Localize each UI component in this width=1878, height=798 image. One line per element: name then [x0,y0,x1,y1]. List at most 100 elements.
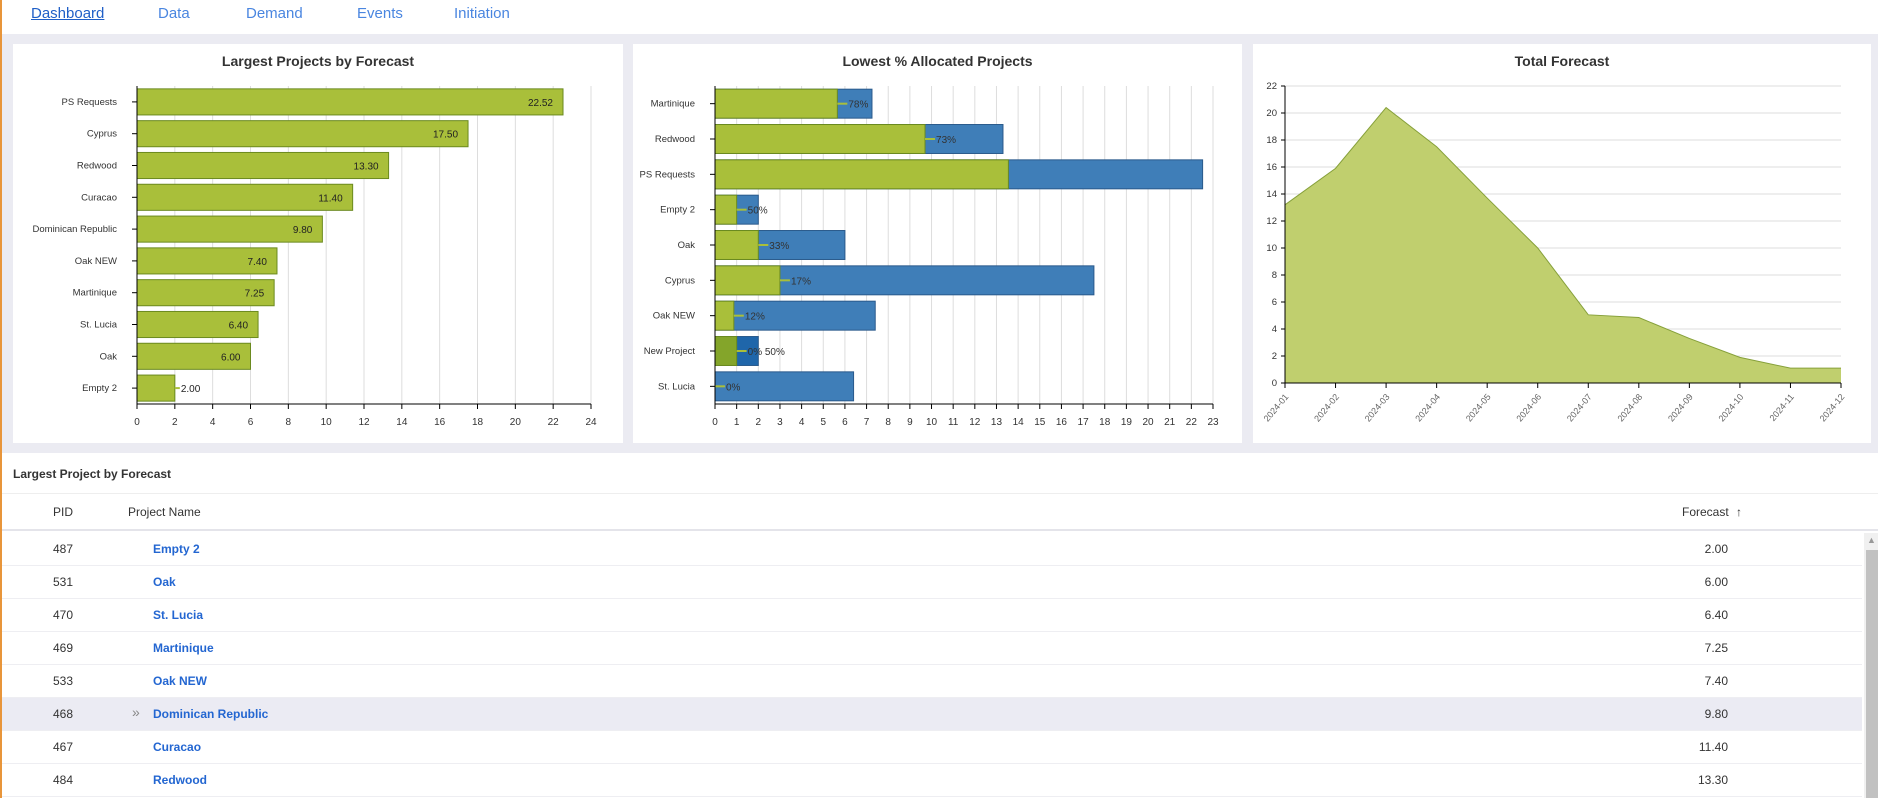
x-tick-label: 14 [1013,417,1025,428]
bar [136,183,354,211]
bar [136,88,564,116]
x-tick-label: 20 [1142,417,1154,428]
project-name-link[interactable]: Oak NEW [153,674,208,688]
x-tick-label: 10 [926,417,938,428]
tab-data[interactable]: Data [158,5,190,22]
project-name-link[interactable]: Empty 2 [153,542,200,556]
bar [136,151,390,180]
allocated-bar [714,265,781,296]
x-tick-label: 2024-04 [1413,392,1442,424]
x-tick-label: 12 [358,417,370,428]
x-tick-label: 22 [548,417,560,428]
y-tick-label: 0 [1272,378,1277,389]
x-tick-label: 20 [510,417,522,428]
project-name-link[interactable]: St. Lucia [153,608,204,622]
lowest-allocated-chart-panel: 0 1 2 3 4 5 6 7 8 9 10 11 12 13 14 15 16 17 18 19 20 21 22 23 Ma… [633,44,1242,443]
chart-title: Largest Projects by Forecast [221,53,415,69]
x-tick-label: 5 [820,417,826,428]
column-header-project-name[interactable]: Project Name [128,505,201,519]
scroll-up-icon[interactable]: ▲ [1867,535,1876,545]
table-row[interactable]: 467 Curacao 11.40 [2,731,1862,764]
data-label: 12% [745,312,765,323]
y-tick-label: 2 [1272,351,1277,362]
allocated-bar [714,159,1009,190]
column-header-forecast[interactable]: Forecast [1682,505,1729,519]
x-tick-label: 2024-05 [1464,392,1493,424]
x-tick-label: 2024-10 [1717,392,1746,424]
data-label: 73% [936,135,956,146]
x-tick-label: 16 [434,417,446,428]
project-name-link[interactable]: Oak [153,575,176,589]
allocated-bar [714,194,738,225]
data-label: 33% [769,241,789,252]
data-label: 22.52 [528,98,553,109]
table-row[interactable]: 484 Redwood 13.30 [2,764,1862,797]
forecast-cell: 2.00 [1704,542,1728,556]
x-tick-label: 24 [585,417,597,428]
x-tick-label: 17 [1078,417,1090,428]
x-tick-label: 8 [885,417,891,428]
bar [136,215,323,243]
pid-cell: 467 [53,740,74,754]
forecast-cell: 11.40 [1698,740,1728,754]
category-label: Curacao [81,192,117,203]
allocated-bar [714,336,738,366]
table-row[interactable]: 531 Oak 6.00 [2,566,1862,599]
x-tick-label: 2024-06 [1514,392,1543,424]
scrollbar-thumb[interactable] [1866,550,1878,798]
allocated-bar [714,88,838,119]
x-tick-label: 18 [1099,417,1111,428]
table-row[interactable]: 468 » Dominican Republic 9.80 [2,698,1862,731]
table-row[interactable]: 487 Empty 2 2.00 [2,533,1862,566]
category-label: Cyprus [665,275,695,286]
remaining-bar [714,371,855,402]
category-label: Empty 2 [660,205,695,216]
x-tick-label: 16 [1056,417,1068,428]
x-tick-label: 23 [1207,417,1219,428]
x-tick-label: 4 [210,417,216,428]
sort-ascending-icon[interactable]: ↑ [1736,505,1742,519]
project-name-link[interactable]: Redwood [153,773,207,787]
y-tick-label: 12 [1266,216,1277,227]
data-label: 13.30 [354,162,379,173]
category-label: St. Lucia [658,381,696,392]
x-tick-label: 2024-02 [1312,392,1341,424]
x-tick-label: 2024-03 [1363,392,1392,424]
tab-events[interactable]: Events [357,5,403,22]
data-label: 0% [726,382,741,393]
x-tick-label: 2 [172,417,178,428]
project-name-link[interactable]: Curacao [153,740,202,754]
project-name-link[interactable]: Dominican Republic [153,707,269,721]
data-label: 11.40 [318,193,343,204]
table-row[interactable]: 469 Martinique 7.25 [2,632,1862,665]
chevron-right-icon[interactable]: » [132,704,140,720]
x-tick-label: 0 [712,417,718,428]
category-label: Redwood [655,134,695,145]
total-forecast-chart: 0 2 4 6 8 10 12 14 16 18 20 22 2024-01 2024-02 2024-03… [1262,81,1847,424]
column-header-pid[interactable]: PID [53,505,74,519]
x-tick-label: 12 [969,417,981,428]
x-tick-label: 2024-08 [1615,392,1644,424]
table-title: Largest Project by Forecast [13,467,172,481]
scrollbar[interactable]: ▲ [1864,533,1878,798]
x-tick-label: 11 [948,417,959,428]
pid-cell: 468 [53,707,74,721]
category-label: Dominican Republic [33,224,118,235]
tab-dashboard[interactable]: Dashboard [31,5,105,22]
x-tick-label: 2024-11 [1768,392,1796,423]
bar [136,247,278,275]
table-row[interactable]: 470 St. Lucia 6.40 [2,599,1862,632]
table-row[interactable]: 533 Oak NEW 7.40 [2,665,1862,698]
project-name-link[interactable]: Martinique [153,641,214,655]
pid-cell: 533 [53,674,74,688]
tab-demand[interactable]: Demand [246,5,303,22]
x-tick-label: 0 [134,417,140,428]
data-label: 7.40 [248,257,268,268]
allocated-bar [714,124,926,154]
data-label: 78% [848,100,868,111]
forecast-table: Largest Project by Forecast PID Project … [2,453,1878,798]
bar [136,310,259,339]
tab-initiation[interactable]: Initiation [454,5,510,22]
category-label: Oak NEW [75,256,117,267]
data-label: 17% [791,276,811,287]
